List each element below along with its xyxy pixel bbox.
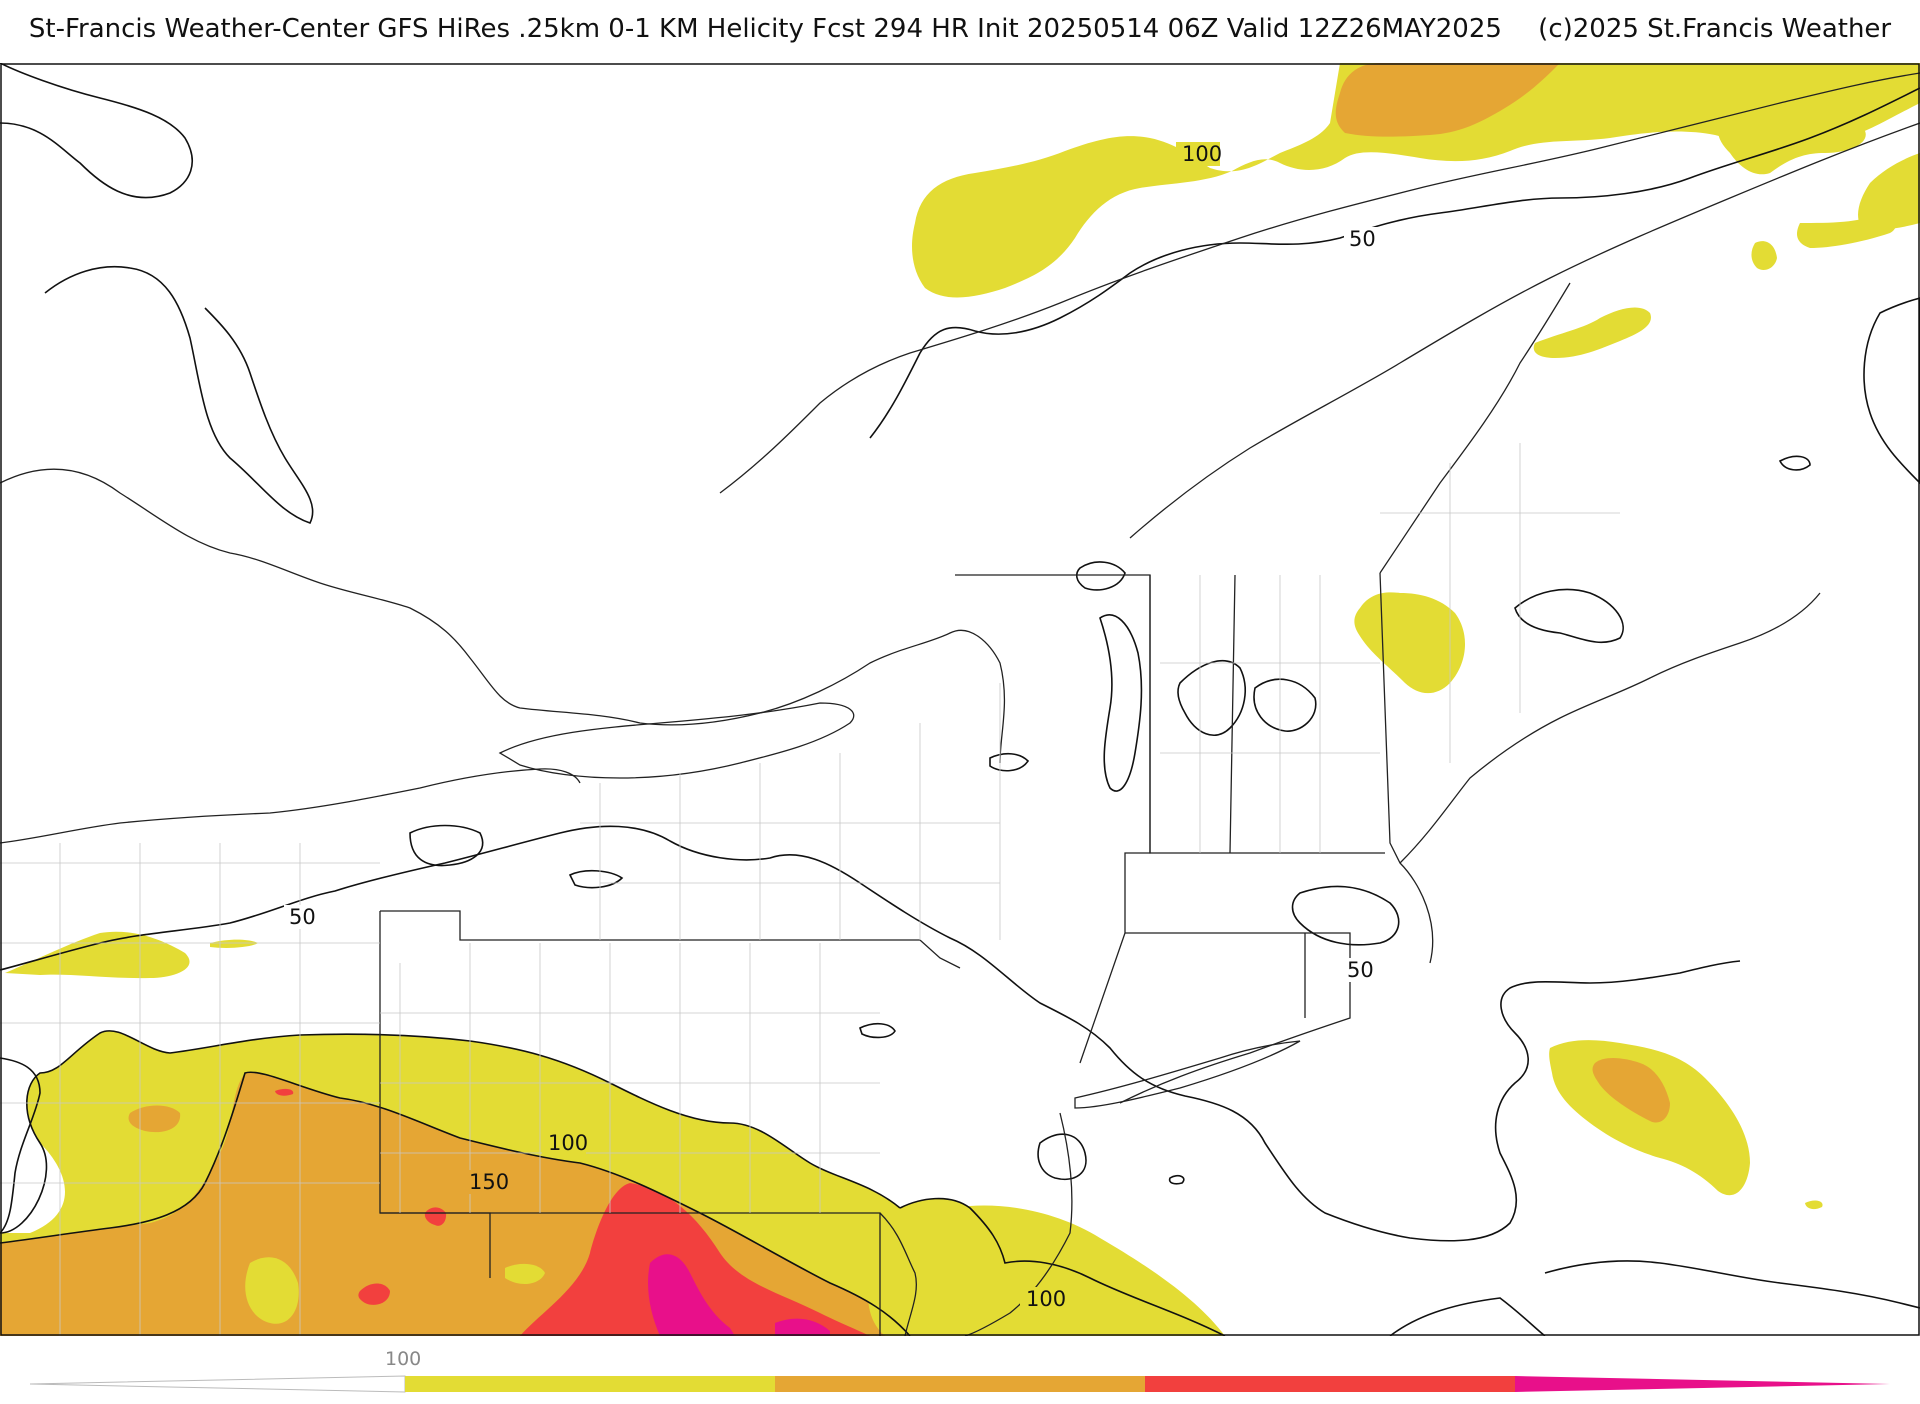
band-150-blob-west [128,1105,181,1133]
contour-label-150-pa: 150 [469,1170,509,1194]
band-100-quebec [912,63,1920,298]
border-ct-ri [1119,932,1351,1104]
band-100-east-3 [1797,213,1897,248]
colorbar-segment-100-150 [405,1376,775,1392]
shoreline-great-lakes [0,468,1006,764]
contour-50-qc-east-2 [1863,297,1920,485]
border-ne-coast [1399,592,1821,864]
title-main: St-Francis Weather-Center GFS HiRes .25k… [28,14,1502,44]
colorbar: 100 [0,1336,1920,1400]
colorbar-segment-150-200 [775,1376,1145,1392]
map-border [0,63,1920,1336]
county-grid-west [0,843,380,1336]
contour-label-50-quebec: 50 [1349,227,1376,251]
band-200-blob-2 [424,1207,447,1226]
border-ny-east [955,574,1151,1064]
contour-50-atlantic-wide [1544,1260,1920,1309]
border-pa-md [380,1212,917,1336]
map-panel: 100 50 50 50 100 150 100 [0,63,1920,1336]
county-grid-ne [1160,443,1620,853]
contour-50-ny-2 [989,752,1030,772]
county-lines [0,443,1620,1336]
helicity-map: 100 50 50 50 100 150 100 [0,63,1920,1336]
band-200-blob-1 [275,1088,294,1096]
contour-labels: 100 50 50 50 100 150 100 [284,142,1380,1311]
band-250-delmarva [775,1318,830,1336]
shoreline-lake-erie [0,768,581,844]
band-100-new-jersey [868,1198,1005,1336]
contour-50-maine-east [1514,588,1624,644]
contour-50-lake-ontario [409,824,484,867]
contour-50-nh-inner [1253,678,1317,732]
contour-50-vt [1099,614,1143,792]
shoreline-lake-ontario [498,702,855,779]
colorbar-tick-100: 100 [385,1348,421,1370]
border-vt-nh [1149,574,1385,854]
contour-50-west [0,1057,41,1234]
filled-bands [0,63,1920,1336]
band-100-east-2 [1858,153,1920,230]
band-100-east-4 [1751,241,1777,270]
contour-label-50-west: 50 [289,905,316,929]
border-st-lawrence [719,72,1920,494]
band-100-island-1 [245,1257,299,1324]
contour-50-main [0,825,1741,1242]
county-grid-ny [580,683,1001,940]
map-title: St-Francis Weather-Center GFS HiRes .25k… [0,14,1920,54]
contour-label-100-nj: 100 [1026,1287,1066,1311]
political-borders [0,72,1920,1336]
contour-50-canada-west [0,63,194,199]
border-long-island [1074,1040,1301,1109]
colorbar-segment-below-100 [29,1375,406,1393]
contour-50-nb [1075,561,1126,591]
band-150-quebec [1335,63,1560,137]
contour-50-mass [1291,885,1400,946]
colorbar-svg: 100 [29,1348,1890,1393]
band-100-east-5 [1533,307,1651,358]
contour-100-nj [899,1197,1226,1336]
band-150-atlantic [1592,1058,1670,1123]
contour-50-ontario [44,265,314,524]
contour-50-nj-coast [1037,1133,1087,1180]
contour-label-50-east: 50 [1347,958,1374,982]
contour-label-100-pa: 100 [548,1131,588,1155]
contour-lines [0,63,1920,1336]
band-100-small-atlantic [1805,1200,1823,1210]
band-200-blob-3 [358,1283,390,1305]
contour-50-atlantic-small [1168,1175,1185,1185]
contour-50-ny-1 [568,869,624,889]
band-100-lake-erie [5,931,190,979]
colorbar-segment-250-plus [1515,1376,1890,1392]
county-grid-pa [380,943,880,1213]
border-nj-coast [964,1112,1073,1336]
title-copyright: (c)2025 St.Francis Weather [1538,14,1892,44]
band-100-lake-erie-small [210,939,258,948]
band-250-maryland [648,1254,735,1336]
colorbar-segment-200-250 [1145,1376,1515,1392]
contour-150-sw [0,1071,911,1336]
contour-100-sw [0,1030,901,1234]
contour-50-qc-east [1778,455,1811,471]
contour-50-pa [859,1022,896,1039]
contour-label-100-quebec: 100 [1182,142,1222,166]
band-200-pennsylvania [520,1183,870,1336]
contour-50-quebec [869,87,1920,439]
border-maine-nb [1379,282,1571,574]
contour-50-atlantic-lower [1389,1297,1546,1336]
border-st-lawrence-south [1129,122,1920,539]
band-100-maine [1354,592,1466,694]
contour-50-nh [1177,659,1246,737]
band-100-island-2 [505,1263,545,1285]
